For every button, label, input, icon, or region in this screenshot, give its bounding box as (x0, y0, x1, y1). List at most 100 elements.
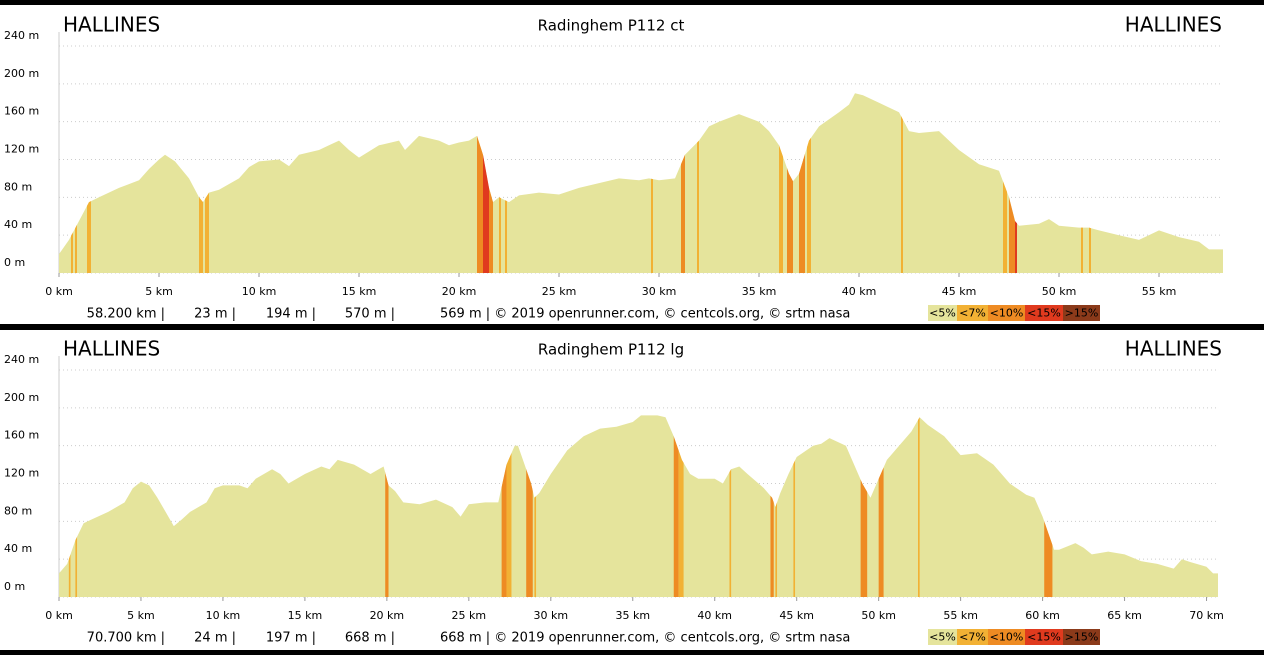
top-bar (0, 0, 1264, 5)
x-tick-label: 50 km (861, 609, 896, 622)
legend-label: <7% (959, 631, 986, 644)
stat: 70.700 km | (87, 631, 165, 646)
slope-band (729, 415, 732, 597)
slope-band (697, 93, 699, 273)
slope-band (799, 93, 805, 273)
legend-label: <5% (929, 307, 956, 320)
separator-bar (0, 324, 1264, 330)
legend-swatch (988, 629, 1025, 645)
x-tick-label: 15 km (342, 285, 377, 298)
slope-band (506, 415, 512, 597)
slope-band (878, 415, 884, 597)
slope-band (787, 93, 793, 273)
y-tick-label: 120 m (4, 143, 39, 156)
stat: 58.200 km | (87, 307, 165, 322)
x-tick-label: 70 km (1189, 609, 1224, 622)
legend-swatch (957, 305, 988, 321)
start-label: HALLINES (63, 13, 160, 37)
legend-label: <15% (1027, 307, 1061, 320)
slope-band (1044, 415, 1053, 597)
bottom-bar (0, 650, 1264, 655)
x-tick-label: 35 km (615, 609, 650, 622)
x-tick-label: 25 km (542, 285, 577, 298)
x-tick-label: 0 km (45, 609, 73, 622)
slope-band (1003, 93, 1007, 273)
end-label: HALLINES (1125, 13, 1222, 37)
stat: 23 m | (194, 307, 236, 322)
y-tick-label: 240 m (4, 353, 39, 366)
slope-band (199, 93, 203, 273)
x-tick-label: 40 km (842, 285, 877, 298)
slope-band (681, 93, 685, 273)
y-tick-label: 200 m (4, 67, 39, 80)
panel: HALLINES HALLINES Radinghem P112 lg 0 m 40 m… (4, 337, 1224, 646)
elevation-area (59, 93, 1223, 273)
slope-band (526, 415, 533, 597)
x-tick-label: 25 km (452, 609, 487, 622)
legend-label: <7% (959, 307, 986, 320)
x-tick-label: 35 km (742, 285, 777, 298)
chart-title: Radinghem P112 lg (538, 341, 684, 359)
y-tick-label: 40 m (4, 542, 32, 555)
slope-band (807, 93, 811, 273)
chart-title: Radinghem P112 ct (538, 17, 685, 35)
stat: 570 m | (345, 307, 395, 322)
end-label: HALLINES (1125, 337, 1222, 361)
legend-label: >15% (1065, 631, 1099, 644)
legend-label: <5% (929, 631, 956, 644)
slope-band (505, 93, 507, 273)
slope-band (1081, 93, 1083, 273)
x-tick-label: 45 km (779, 609, 814, 622)
stat: 668 m | (345, 631, 395, 646)
slope-band (483, 93, 489, 273)
legend-label: <15% (1027, 631, 1061, 644)
x-tick-label: 50 km (1042, 285, 1077, 298)
slope-band (1015, 93, 1017, 273)
slope-band (860, 415, 868, 597)
y-tick-label: 120 m (4, 467, 39, 480)
y-tick-label: 0 m (4, 580, 25, 593)
slope-band (534, 415, 537, 597)
slope-band (1009, 93, 1015, 273)
x-tick-label: 30 km (642, 285, 677, 298)
y-tick-label: 80 m (4, 504, 32, 517)
legend-label: <10% (990, 631, 1024, 644)
stat: 569 m | © 2019 openrunner.com, © centcol… (440, 307, 850, 322)
panel: HALLINES HALLINES Radinghem P112 ct 0 m 40 m… (4, 13, 1223, 322)
legend-label: <10% (990, 307, 1024, 320)
y-tick-label: 0 m (4, 256, 25, 269)
stat: 668 m | © 2019 openrunner.com, © centcol… (440, 631, 850, 646)
y-tick-label: 160 m (4, 105, 39, 118)
slope-band (779, 93, 783, 273)
stat: 194 m | (266, 307, 316, 322)
stat: 24 m | (194, 631, 236, 646)
y-tick-label: 200 m (4, 391, 39, 404)
x-tick-label: 65 km (1107, 609, 1142, 622)
x-tick-label: 5 km (145, 285, 173, 298)
slope-band (901, 93, 903, 273)
slope-band (770, 415, 774, 597)
legend-swatch (1025, 629, 1063, 645)
slope-band (501, 415, 507, 597)
elevation-area (59, 415, 1218, 597)
slope-band (499, 93, 501, 273)
x-tick-label: 45 km (942, 285, 977, 298)
slope-band (793, 415, 796, 597)
slope-band (385, 415, 389, 597)
x-tick-label: 20 km (442, 285, 477, 298)
legend-swatch (928, 305, 957, 321)
slope-band (477, 93, 483, 273)
slope-band (71, 93, 73, 273)
x-tick-label: 10 km (206, 609, 241, 622)
slope-band (651, 93, 653, 273)
legend-swatch (1025, 305, 1063, 321)
start-label: HALLINES (63, 337, 160, 361)
y-tick-label: 80 m (4, 180, 32, 193)
x-tick-label: 20 km (370, 609, 405, 622)
slope-band (918, 415, 920, 597)
slope-band (75, 93, 77, 273)
x-tick-label: 60 km (1025, 609, 1060, 622)
legend-swatch (1063, 305, 1100, 321)
x-tick-label: 55 km (1142, 285, 1177, 298)
